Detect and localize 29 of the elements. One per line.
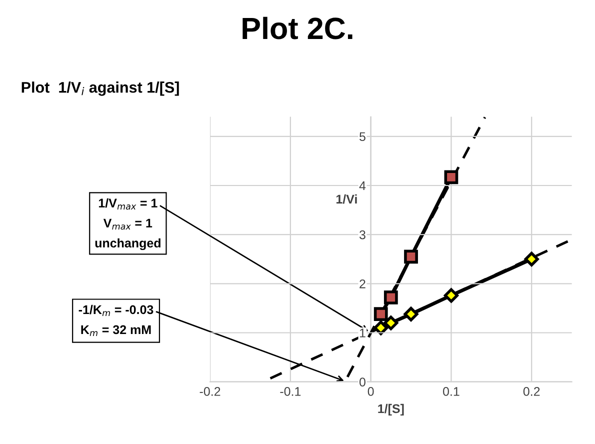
- x-tick-label: -0.2: [200, 387, 220, 396]
- point: [404, 250, 418, 264]
- text: unchanged: [95, 238, 160, 250]
- point: [404, 306, 418, 322]
- annotation: -1/K$_{m}$ = -0.03: [78, 304, 154, 316]
- y-tick-label: 0: [359, 378, 366, 386]
- point: [374, 320, 388, 336]
- y-tick-label: 2: [360, 279, 366, 288]
- point: [444, 170, 458, 184]
- y-tick-label: 4: [359, 181, 366, 190]
- annotation: 1/V$_{max}$ = 1: [98, 198, 158, 210]
- x-axis-title: 1/[S]: [378, 404, 404, 416]
- chart-subtitle: Plot 1/V$_{i}$ against 1/[S]: [22, 82, 179, 96]
- chart-title: Plot 2C.: [242, 16, 352, 40]
- y-tick-label: 1: [360, 328, 366, 338]
- point: [444, 288, 458, 303]
- x-tick-label: 0: [368, 387, 374, 396]
- y-tick-label: 5: [360, 132, 366, 142]
- x-tick-label: 0.2: [523, 387, 540, 396]
- point: [384, 290, 398, 304]
- y-tick-label: 3: [359, 230, 366, 240]
- text: V$_{max}$ = 1: [103, 218, 152, 230]
- point: [374, 307, 388, 322]
- y-axis-title: 1/Vi: [336, 194, 357, 204]
- point: [384, 316, 398, 330]
- text: K$_{m}$ = 32 mM: [81, 325, 151, 336]
- x-tick-label: 0.1: [443, 387, 460, 396]
- x-tick-label: -0.1: [280, 387, 301, 396]
- point: [524, 252, 539, 266]
